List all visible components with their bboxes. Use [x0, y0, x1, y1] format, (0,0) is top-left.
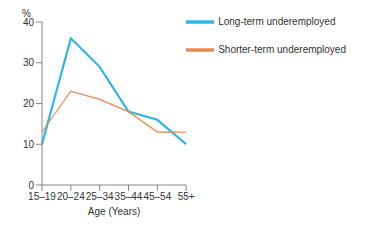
svg-text:Age (Years): Age (Years)	[88, 206, 140, 217]
svg-text:20: 20	[23, 98, 35, 109]
svg-text:0: 0	[28, 180, 34, 191]
html-text:Long-term underemployed: Long-term underemployed	[218, 15, 336, 27]
svg-text:15–19: 15–19	[28, 191, 56, 202]
svg-text:30: 30	[23, 57, 35, 68]
svg-text:10: 10	[23, 139, 35, 150]
html-text:Shorter-term underemployed: Shorter-term underemployed	[218, 43, 346, 55]
svg-text:35–44: 35–44	[115, 191, 143, 202]
svg-text:40: 40	[23, 17, 35, 28]
svg-text:55+: 55+	[178, 191, 195, 202]
svg-text:25–34: 25–34	[86, 191, 114, 202]
svg-text:20–24: 20–24	[57, 191, 85, 202]
svg-text:45–54: 45–54	[143, 191, 171, 202]
